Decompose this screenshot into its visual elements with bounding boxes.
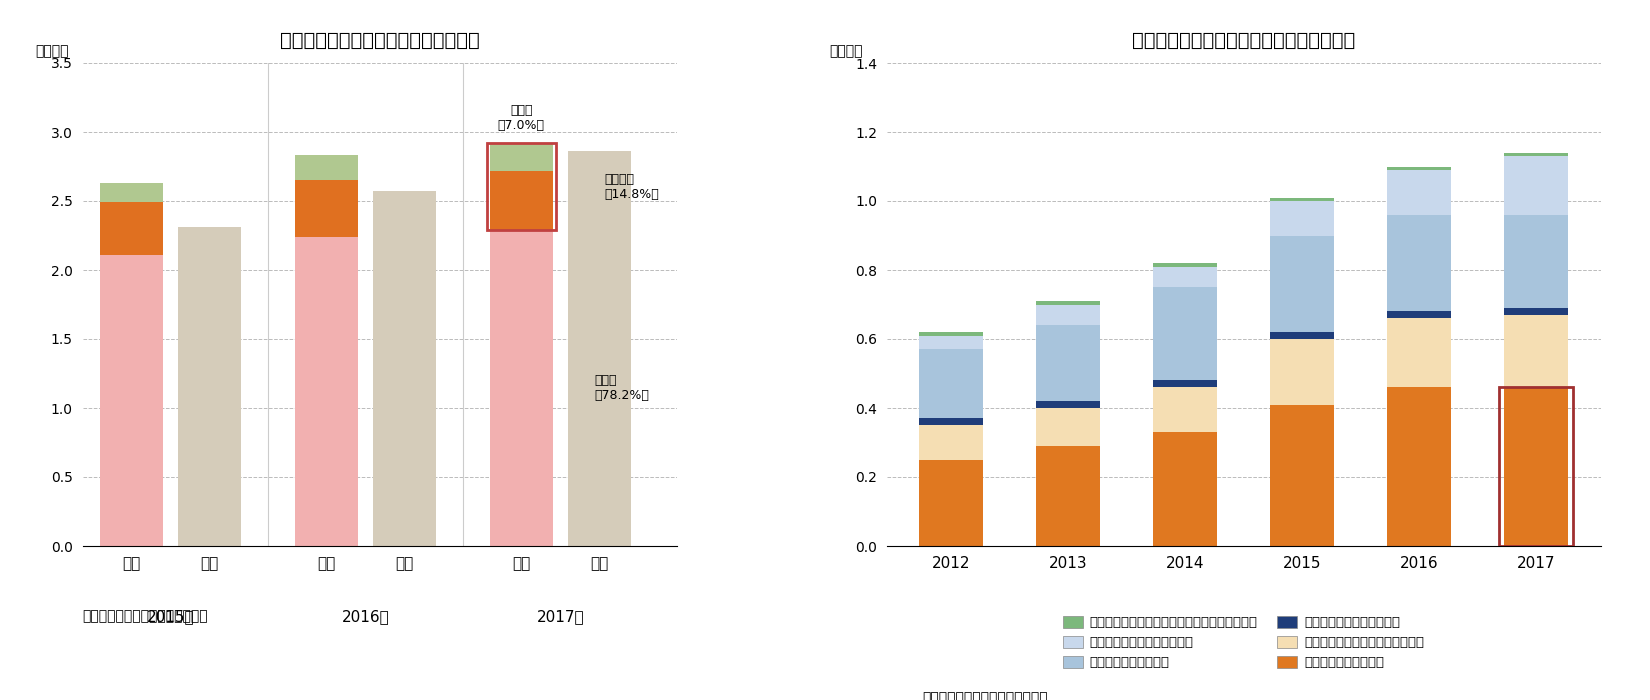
- Bar: [1036, 408, 1101, 446]
- Bar: [1388, 318, 1450, 387]
- Text: その他
（7.0%）: その他 （7.0%）: [498, 104, 544, 132]
- Bar: [1503, 308, 1568, 315]
- Bar: [1500, 387, 1572, 546]
- Bar: [1503, 153, 1568, 156]
- Bar: [178, 228, 241, 546]
- Bar: [919, 349, 983, 419]
- Bar: [1036, 446, 1101, 546]
- Bar: [1503, 215, 1568, 308]
- Bar: [99, 183, 163, 202]
- Legend: その他（都市・就労者労災・失業・出産育児）, 医療保険（都市・非就労者）, 医療保険（農村住民）, 医療保険（都市・就労者）, 年金（都市非就労者・農村住民）,: その他（都市・就労者労災・失業・出産育児）, 医療保険（都市・非就労者）, 医療…: [1058, 610, 1429, 675]
- Bar: [295, 181, 358, 237]
- Text: （兆元）: （兆元）: [35, 44, 68, 58]
- Bar: [919, 426, 983, 460]
- Bar: [1270, 332, 1335, 339]
- Bar: [1153, 387, 1218, 432]
- Bar: [1270, 197, 1335, 201]
- Text: 2017年: 2017年: [536, 609, 584, 624]
- Bar: [1036, 326, 1101, 401]
- Bar: [99, 255, 163, 546]
- Bar: [1153, 263, 1218, 267]
- Bar: [295, 155, 358, 181]
- Bar: [1036, 304, 1101, 326]
- Bar: [919, 460, 983, 546]
- Text: 2016年: 2016年: [342, 609, 389, 624]
- Bar: [1270, 201, 1335, 235]
- Text: 2015年: 2015年: [147, 609, 195, 624]
- Bar: [295, 237, 358, 546]
- Bar: [919, 335, 983, 349]
- Bar: [490, 171, 553, 230]
- Bar: [919, 332, 983, 335]
- Bar: [1153, 432, 1218, 546]
- Bar: [919, 419, 983, 426]
- Title: 図表４　社会保険種別の政府財政補填状況: 図表４ 社会保険種別の政府財政補填状況: [1132, 32, 1355, 50]
- Bar: [1388, 170, 1450, 215]
- Text: 財政補填
（14.8%）: 財政補填 （14.8%）: [604, 172, 658, 200]
- Bar: [1270, 235, 1335, 332]
- Text: （兆元）: （兆元）: [830, 44, 863, 58]
- Bar: [1036, 401, 1101, 408]
- Bar: [1503, 387, 1568, 546]
- Bar: [1388, 167, 1450, 170]
- Bar: [1503, 156, 1568, 215]
- Bar: [1153, 287, 1218, 380]
- Bar: [1388, 215, 1450, 312]
- Bar: [568, 151, 630, 546]
- Bar: [1388, 312, 1450, 318]
- Bar: [1270, 339, 1335, 405]
- Bar: [99, 202, 163, 255]
- Bar: [487, 143, 556, 230]
- Text: （出所）財政部公表資料より作成: （出所）財政部公表資料より作成: [922, 691, 1048, 700]
- Text: 保険料
（78.2%）: 保険料 （78.2%）: [594, 374, 650, 402]
- Bar: [490, 230, 553, 546]
- Bar: [490, 143, 553, 171]
- Bar: [1270, 405, 1335, 546]
- Bar: [1036, 301, 1101, 304]
- Bar: [1153, 267, 1218, 287]
- Bar: [1503, 315, 1568, 387]
- Text: （出所）財政部公表資料より作成: （出所）財政部公表資料より作成: [82, 609, 208, 623]
- Title: 図表３　都市職工基本年金の収支状況: 図表３ 都市職工基本年金の収支状況: [280, 32, 480, 50]
- Bar: [1153, 380, 1218, 387]
- Bar: [373, 191, 436, 546]
- Bar: [1388, 387, 1450, 546]
